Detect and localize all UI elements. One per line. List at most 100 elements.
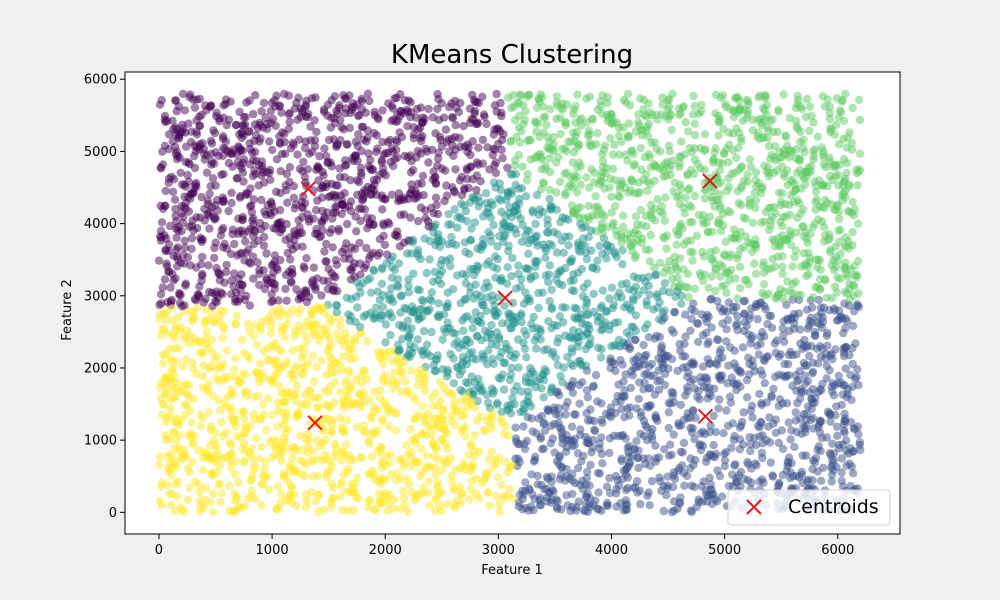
data-point	[814, 215, 823, 224]
data-point	[413, 285, 422, 294]
data-point	[719, 429, 728, 438]
data-point	[495, 507, 504, 516]
data-point	[501, 212, 510, 221]
data-point	[166, 404, 175, 413]
data-point	[698, 248, 707, 257]
data-point	[808, 293, 818, 302]
data-point	[840, 416, 849, 426]
data-point	[569, 276, 578, 285]
data-point	[534, 95, 543, 104]
data-point	[164, 145, 174, 154]
data-point	[773, 127, 782, 136]
data-point	[614, 131, 624, 141]
data-point	[579, 214, 589, 223]
data-point	[542, 367, 551, 376]
data-point	[511, 423, 520, 432]
data-point	[765, 413, 774, 422]
data-point	[748, 332, 757, 341]
data-point	[574, 337, 583, 346]
data-point	[284, 311, 293, 320]
data-point	[435, 377, 445, 386]
data-point	[584, 439, 593, 448]
data-point	[532, 127, 541, 136]
data-point	[364, 437, 373, 446]
data-point	[266, 342, 276, 351]
data-point	[217, 170, 226, 179]
data-point	[293, 150, 302, 159]
data-point	[551, 409, 560, 419]
data-point	[569, 209, 579, 218]
data-point	[434, 299, 443, 308]
data-point	[266, 322, 276, 331]
data-point	[634, 394, 643, 404]
data-point	[447, 411, 457, 420]
data-point	[312, 224, 321, 234]
data-point	[632, 362, 641, 372]
data-point	[696, 429, 705, 438]
data-point	[629, 483, 638, 492]
data-point	[827, 125, 836, 134]
data-point	[713, 360, 722, 369]
data-point	[404, 281, 413, 291]
data-point	[586, 494, 595, 503]
data-point	[499, 385, 509, 394]
data-point	[443, 318, 452, 327]
data-point	[696, 144, 705, 153]
data-point	[227, 463, 236, 472]
data-point	[787, 177, 796, 186]
data-point	[476, 245, 485, 254]
data-point	[185, 406, 195, 415]
data-point	[573, 449, 583, 458]
data-point	[353, 156, 362, 166]
data-point	[848, 469, 858, 478]
data-point	[425, 236, 435, 246]
data-point	[220, 144, 230, 154]
data-point	[207, 203, 217, 212]
data-point	[724, 361, 733, 370]
data-point	[628, 247, 637, 256]
data-point	[426, 352, 435, 361]
data-point	[304, 386, 314, 395]
data-point	[736, 133, 746, 143]
data-point	[324, 264, 333, 274]
data-point	[420, 386, 430, 395]
data-point	[494, 373, 503, 382]
data-point	[785, 286, 795, 296]
data-point	[328, 420, 337, 430]
data-point	[700, 373, 710, 382]
data-point	[703, 227, 712, 236]
data-point	[761, 207, 771, 217]
data-point	[536, 327, 545, 337]
data-point	[275, 312, 285, 321]
data-point	[277, 149, 287, 159]
data-point	[390, 408, 400, 417]
data-point	[385, 308, 395, 317]
data-point	[434, 95, 443, 104]
data-point	[576, 247, 585, 256]
data-point	[842, 289, 852, 298]
data-point	[647, 476, 657, 486]
data-point	[451, 145, 460, 154]
data-point	[751, 196, 761, 205]
data-point	[753, 314, 762, 324]
data-point	[369, 128, 379, 138]
data-point	[322, 414, 331, 423]
data-point	[840, 262, 849, 272]
data-point	[161, 349, 170, 359]
data-point	[178, 362, 188, 371]
data-point	[228, 148, 237, 157]
data-point	[342, 416, 352, 425]
data-point	[171, 392, 180, 401]
data-point	[325, 351, 334, 360]
data-point	[161, 382, 170, 392]
data-point	[154, 256, 164, 265]
data-point	[629, 296, 638, 305]
data-point	[362, 336, 372, 346]
data-point	[256, 134, 265, 143]
data-point	[709, 440, 718, 450]
data-point	[293, 115, 302, 125]
data-point	[240, 387, 249, 397]
data-point	[689, 299, 698, 308]
data-point	[768, 115, 777, 124]
data-point	[506, 400, 515, 410]
